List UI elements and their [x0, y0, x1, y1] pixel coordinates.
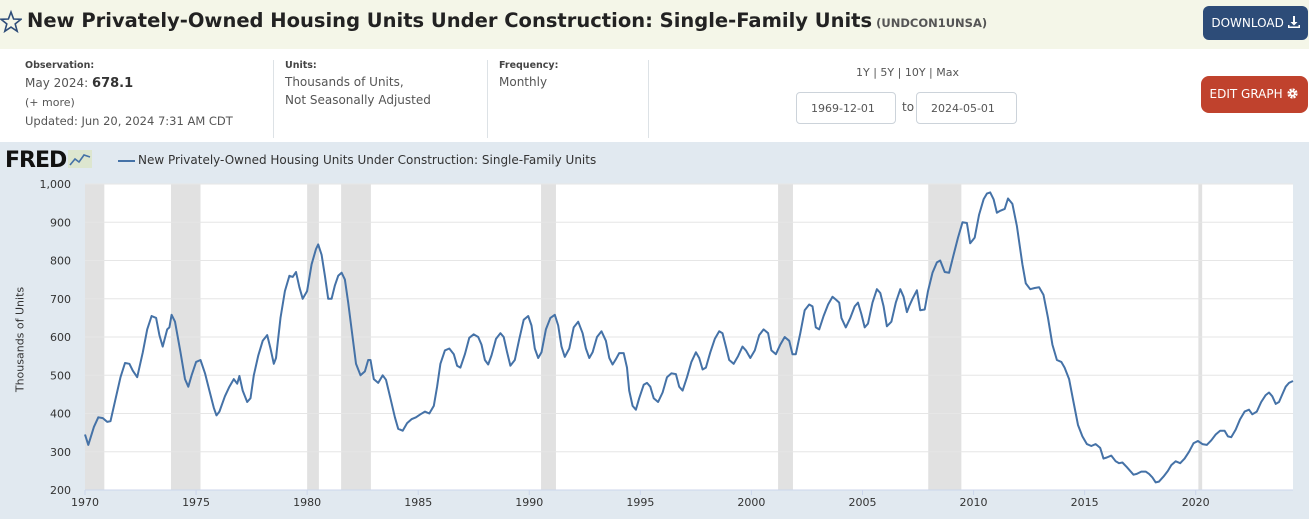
y-tick-label: 800: [50, 255, 71, 268]
download-icon: [1287, 16, 1300, 28]
x-tick-label: 2005: [848, 496, 876, 509]
y-tick-label: 600: [50, 331, 71, 344]
page-title-text: New Privately-Owned Housing Units Under …: [27, 9, 873, 32]
y-tick-label: 900: [50, 216, 71, 229]
y-tick-label: 700: [50, 293, 71, 306]
observation-label: Observation:: [25, 60, 95, 71]
title-bar: [0, 0, 1309, 49]
frequency-label: Frequency:: [499, 60, 559, 71]
units-line-1: Thousands of Units,: [285, 75, 404, 89]
x-tick-label: 2000: [737, 496, 765, 509]
page-title: New Privately-Owned Housing Units Under …: [27, 9, 987, 32]
observation-value: 678.1: [92, 76, 134, 91]
x-tick-label: 1975: [182, 496, 210, 509]
series-id: (UNDCON1UNSA): [876, 16, 988, 30]
fred-logo-graph-icon: [68, 150, 93, 168]
x-tick-label: 1970: [71, 496, 99, 509]
observation-line: May 2024: 678.1: [25, 76, 133, 91]
legend-swatch: [118, 160, 135, 162]
more-link[interactable]: (+ more): [25, 96, 75, 109]
download-button[interactable]: DOWNLOAD: [1203, 6, 1308, 40]
observation-date: May 2024:: [25, 76, 89, 90]
x-tick-label: 1980: [293, 496, 321, 509]
frequency-value: Monthly: [499, 75, 548, 89]
units-label: Units:: [285, 60, 317, 71]
divider: [487, 60, 488, 138]
download-label: DOWNLOAD: [1211, 16, 1284, 30]
y-tick-label: 200: [50, 484, 71, 497]
divider: [273, 60, 274, 138]
edit-graph-label: EDIT GRAPH: [1209, 87, 1283, 101]
x-tick-label: 1985: [404, 496, 432, 509]
divider: [648, 60, 649, 138]
quick-range-links[interactable]: 1Y | 5Y | 10Y | Max: [856, 66, 959, 79]
star-icon[interactable]: [0, 9, 22, 35]
x-tick-label: 2015: [1071, 496, 1099, 509]
x-tick-label: 1995: [626, 496, 654, 509]
start-date-input[interactable]: 1969-12-01: [796, 92, 896, 124]
y-tick-label: 300: [50, 446, 71, 459]
series-line: [84, 191, 1294, 484]
y-tick-label: 1,000: [40, 178, 72, 191]
updated-text: Updated: Jun 20, 2024 7:31 AM CDT: [25, 114, 233, 128]
end-date-input[interactable]: 2024-05-01: [916, 92, 1017, 124]
gear-icon: [1287, 88, 1299, 99]
x-tick-label: 1990: [515, 496, 543, 509]
y-tick-label: 500: [50, 369, 71, 382]
x-tick-label: 2010: [960, 496, 988, 509]
y-tick-label: 400: [50, 408, 71, 421]
x-tick-label: 2020: [1182, 496, 1210, 509]
fred-logo[interactable]: FRED: [5, 148, 93, 173]
units-line-2: Not Seasonally Adjusted: [285, 93, 431, 107]
to-label: to: [902, 100, 915, 114]
edit-graph-button[interactable]: EDIT GRAPH: [1201, 76, 1308, 113]
legend-label: New Privately-Owned Housing Units Under …: [138, 153, 597, 167]
